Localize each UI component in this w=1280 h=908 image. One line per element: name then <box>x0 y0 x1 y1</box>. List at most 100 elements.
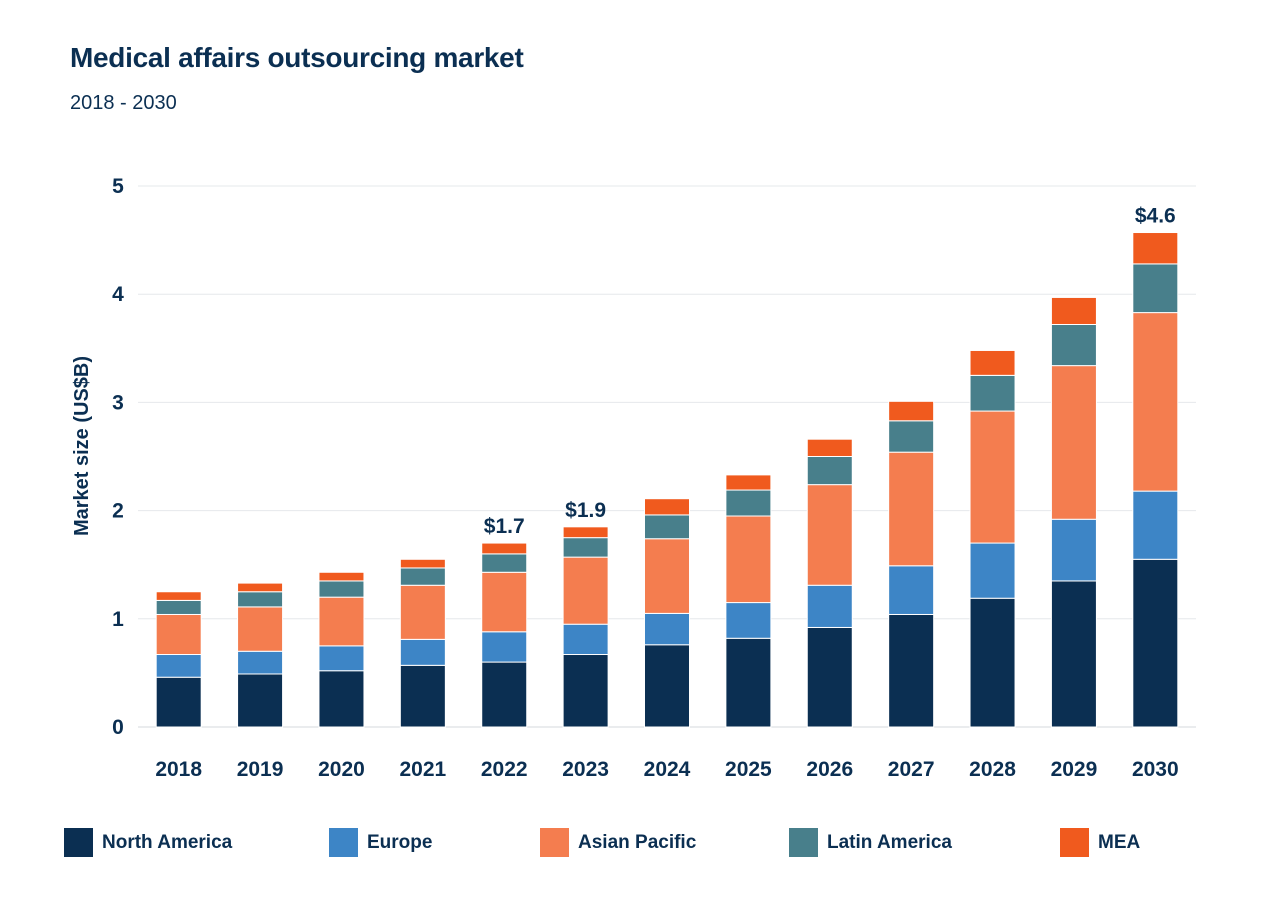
bar-segment-asian-pacific <box>318 596 365 647</box>
x-tick-label: 2029 <box>1051 758 1098 781</box>
bar-segment-europe <box>562 623 609 656</box>
total-label: $1.9 <box>565 499 606 522</box>
legend-label: MEA <box>1098 831 1141 853</box>
bar-segment-north-america <box>318 670 365 728</box>
bar-segment-asian-pacific <box>155 613 202 656</box>
y-tick-label: 2 <box>112 500 124 523</box>
total-label: $1.7 <box>484 515 525 538</box>
x-tick-label: 2023 <box>562 758 609 781</box>
legend-label: Europe <box>367 831 433 853</box>
bar-segment-north-america <box>644 644 690 728</box>
bar-segment-asian-pacific <box>806 484 853 586</box>
bar-segment-north-america <box>237 673 284 728</box>
bar-segment-north-america <box>806 626 853 728</box>
bar-segment-north-america <box>888 613 935 728</box>
bar-segment-mea <box>562 526 609 539</box>
bar-segment-latin-america <box>237 591 284 608</box>
bar-segment-asian-pacific <box>644 538 690 614</box>
x-tick-label: 2022 <box>481 758 528 781</box>
bar-segment-europe <box>888 565 935 615</box>
total-annotations: $1.7 $1.9 $4.6 <box>484 205 1176 539</box>
x-tick-label: 2027 <box>888 758 935 781</box>
bar-segment-latin-america <box>562 537 609 558</box>
bar-segment-latin-america <box>725 489 772 517</box>
bar-segment-latin-america <box>1050 323 1097 367</box>
bar-segment-europe <box>644 612 690 646</box>
bar-segment-asian-pacific <box>481 571 528 633</box>
bar-segment-europe <box>318 645 365 672</box>
legend-label: Asian Pacific <box>578 831 697 853</box>
x-tick-label: 2021 <box>399 758 446 781</box>
bar-segment-latin-america <box>888 420 935 453</box>
bar-segment-latin-america <box>318 580 365 598</box>
y-axis-label: Market size (US$B) <box>71 356 93 536</box>
bar-segment-north-america <box>1050 580 1097 728</box>
bar-segment-latin-america <box>1132 263 1179 314</box>
x-tick-label: 2020 <box>318 758 365 781</box>
legend-item-asian-pacific: Asian Pacific <box>540 828 696 857</box>
y-tick-label: 4 <box>112 283 124 306</box>
y-tick-label: 1 <box>112 608 124 631</box>
bar-segment-mea <box>806 438 853 457</box>
bar-segment-mea <box>1132 232 1179 265</box>
bar-segment-asian-pacific <box>562 556 609 625</box>
x-tick-label: 2026 <box>806 758 853 781</box>
legend-swatch <box>329 828 358 857</box>
legend-item-north-america: North America <box>64 828 232 857</box>
bar-segment-mea <box>237 582 284 593</box>
bar-segment-mea <box>399 558 446 569</box>
bar-segment-mea <box>725 474 772 491</box>
legend-swatch <box>540 828 569 857</box>
x-tick-label: 2028 <box>969 758 1016 781</box>
chart-subtitle: 2018 - 2030 <box>70 92 177 114</box>
bar-segment-latin-america <box>155 599 202 615</box>
bar-segment-europe <box>806 584 853 628</box>
legend-item-mea: MEA <box>1060 828 1140 857</box>
x-tick-label: 2025 <box>725 758 772 781</box>
bars <box>155 232 1179 728</box>
legend-swatch <box>64 828 93 857</box>
legend-label: Latin America <box>827 831 952 853</box>
bar-segment-north-america <box>155 676 202 728</box>
bar-segment-north-america <box>481 661 528 728</box>
bar-segment-mea <box>644 498 690 516</box>
bar-segment-europe <box>399 638 446 666</box>
bar-segment-latin-america <box>399 567 446 586</box>
bar-segment-mea <box>1050 296 1097 325</box>
bar-segment-north-america <box>399 664 446 728</box>
bar-segment-latin-america <box>481 553 528 573</box>
bar-segment-europe <box>1132 490 1179 560</box>
bar-segment-asian-pacific <box>1050 365 1097 520</box>
bar-segment-mea <box>318 571 365 582</box>
bar-segment-latin-america <box>806 456 853 486</box>
bar-segment-asian-pacific <box>399 584 446 640</box>
bar-segment-europe <box>481 631 528 663</box>
y-axis-ticks: 0 1 2 3 4 5 <box>112 175 124 739</box>
y-tick-label: 5 <box>112 175 124 198</box>
bar-segment-latin-america <box>644 514 690 540</box>
bar-segment-europe <box>1050 518 1097 582</box>
bar-segment-mea <box>481 542 528 555</box>
bar-segment-mea <box>155 591 202 601</box>
total-label: $4.6 <box>1135 205 1176 228</box>
x-axis-ticks: 2018 2019 2020 2021 2022 2023 2024 2025 2026 2027… <box>155 758 1178 781</box>
bar-segment-europe <box>155 654 202 678</box>
x-tick-label: 2030 <box>1132 758 1179 781</box>
legend-swatch <box>789 828 818 857</box>
bar-segment-asian-pacific <box>888 451 935 567</box>
bar-segment-asian-pacific <box>1132 312 1179 492</box>
bar-segment-latin-america <box>969 374 1016 412</box>
bar-segment-europe <box>237 650 284 675</box>
legend-item-latin-america: Latin America <box>789 828 952 857</box>
bar-segment-north-america <box>562 654 609 728</box>
legend-swatch <box>1060 828 1089 857</box>
y-tick-label: 0 <box>112 716 124 739</box>
bar-segment-europe <box>969 542 1016 599</box>
x-tick-label: 2024 <box>644 758 691 781</box>
bar-segment-mea <box>888 400 935 422</box>
bar-segment-asian-pacific <box>237 606 284 652</box>
bar-segment-north-america <box>725 637 772 728</box>
bar-segment-mea <box>969 349 1016 376</box>
legend-label: North America <box>102 831 233 853</box>
